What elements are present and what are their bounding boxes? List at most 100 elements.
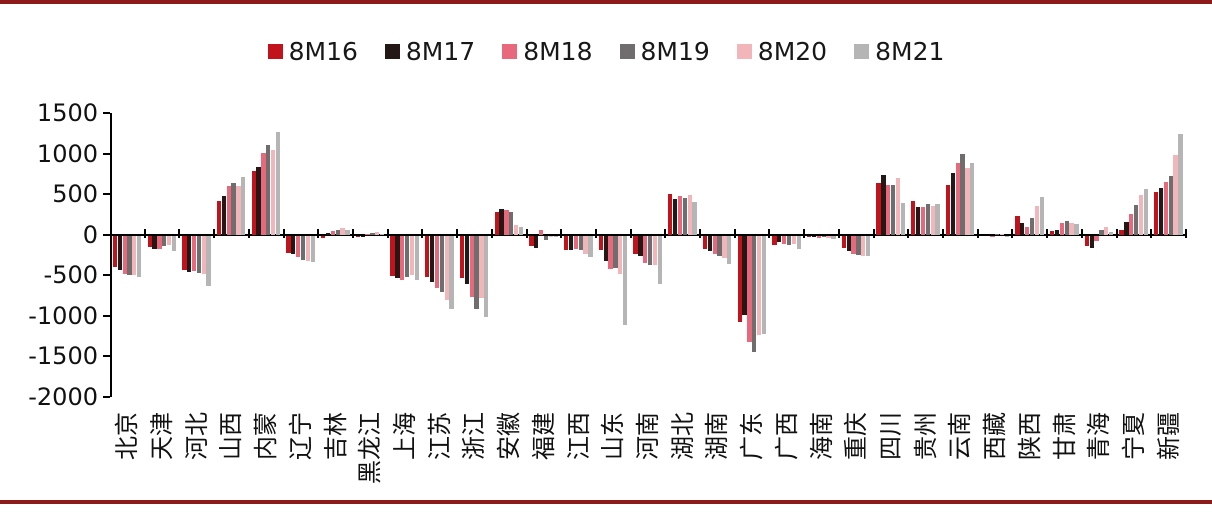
bar xyxy=(380,233,385,235)
bar xyxy=(1020,222,1025,235)
bar xyxy=(147,235,152,248)
bar xyxy=(464,235,470,285)
bar xyxy=(459,235,465,278)
bar xyxy=(881,175,886,235)
bar xyxy=(117,235,122,270)
bar xyxy=(1143,189,1148,235)
x-axis-category-label: 四川 xyxy=(876,412,905,460)
bar xyxy=(945,185,951,235)
bar xyxy=(1099,230,1104,235)
bar xyxy=(970,162,975,235)
y-axis-line xyxy=(110,113,112,397)
bar xyxy=(643,235,648,264)
x-axis-category-label: 海南 xyxy=(807,412,836,460)
bar xyxy=(534,235,539,248)
x-axis-tick xyxy=(178,228,181,238)
bar xyxy=(321,235,326,239)
bar xyxy=(360,235,365,237)
bar xyxy=(603,235,608,261)
bar xyxy=(182,235,187,271)
y-axis-label: 1000 xyxy=(36,139,98,168)
x-axis-tick xyxy=(386,228,389,238)
bar xyxy=(241,177,246,235)
x-axis-category-label: 山西 xyxy=(217,412,246,460)
bar xyxy=(999,233,1005,235)
x-axis-category-label: 重庆 xyxy=(842,412,871,460)
x-axis-category-label: 江西 xyxy=(564,412,593,460)
y-axis-label: 1500 xyxy=(36,99,98,127)
y-axis-label: -1000 xyxy=(28,301,98,330)
bar xyxy=(539,230,544,235)
bar xyxy=(925,204,930,235)
bar xyxy=(613,235,618,269)
bar xyxy=(504,209,509,235)
bar xyxy=(1004,235,1010,237)
x-axis-tick xyxy=(1046,228,1049,238)
bar xyxy=(1039,197,1044,235)
y-axis-tick xyxy=(103,274,110,277)
bar xyxy=(816,235,821,239)
legend-swatch-icon xyxy=(267,44,283,59)
y-axis-tick xyxy=(103,193,110,196)
bar xyxy=(405,235,410,278)
bar xyxy=(434,235,440,289)
bar xyxy=(400,235,405,280)
x-axis-tick xyxy=(803,228,806,238)
x-axis-category-label: 甘肃 xyxy=(1050,412,1079,460)
bottom-rule xyxy=(0,500,1212,504)
bar xyxy=(305,235,311,262)
bar xyxy=(618,235,623,274)
x-axis-tick xyxy=(1115,228,1118,238)
y-axis-tick xyxy=(103,396,110,398)
bar xyxy=(414,235,420,281)
bar xyxy=(761,235,767,334)
bar xyxy=(395,235,400,279)
bar xyxy=(846,235,851,252)
x-axis-category-label: 广西 xyxy=(772,412,801,460)
bar xyxy=(1034,206,1039,235)
bar xyxy=(286,235,291,253)
bar xyxy=(201,235,206,275)
x-axis-category-label: 安徽 xyxy=(495,412,524,460)
bar xyxy=(811,235,817,237)
bar xyxy=(137,235,142,278)
bar xyxy=(647,235,653,265)
x-axis-tick xyxy=(942,228,945,238)
bar xyxy=(266,145,271,235)
bar xyxy=(747,235,752,342)
bar xyxy=(370,233,375,235)
legend-item: 8M17 xyxy=(384,37,475,66)
bar xyxy=(851,235,856,254)
bar xyxy=(915,206,921,235)
bar xyxy=(157,235,162,249)
bar xyxy=(449,235,454,309)
bar xyxy=(529,235,534,247)
bar xyxy=(717,235,722,256)
bar xyxy=(856,235,861,255)
bar xyxy=(955,163,960,235)
bar xyxy=(1074,224,1079,235)
x-axis-tick xyxy=(976,228,979,238)
bar xyxy=(876,182,881,235)
legend-item: 8M21 xyxy=(854,37,944,66)
bar xyxy=(335,229,340,235)
bar xyxy=(152,235,157,250)
bar xyxy=(564,235,569,251)
bar xyxy=(275,132,281,235)
bar xyxy=(514,225,519,235)
bar xyxy=(430,235,435,282)
x-axis-category-label: 湖南 xyxy=(703,412,732,460)
bar xyxy=(806,235,812,237)
bar xyxy=(509,211,514,235)
bar xyxy=(633,235,638,254)
bar xyxy=(831,235,836,239)
x-axis-tick xyxy=(490,228,493,238)
bar xyxy=(777,235,782,242)
bar xyxy=(226,186,231,235)
legend-swatch-icon xyxy=(854,44,870,59)
bar xyxy=(112,235,118,267)
legend-label: 8M19 xyxy=(640,37,710,66)
bar xyxy=(231,183,236,235)
bar xyxy=(657,235,662,284)
